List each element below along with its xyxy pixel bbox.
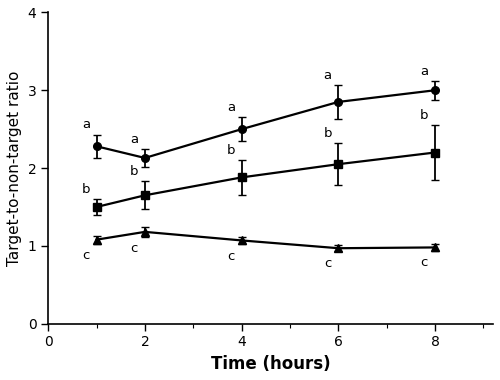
Text: c: c [228,250,234,263]
Text: b: b [420,109,428,122]
Text: c: c [324,257,332,270]
Text: a: a [420,65,428,78]
X-axis label: Time (hours): Time (hours) [211,355,330,373]
Y-axis label: Target-to-non-target ratio: Target-to-non-target ratio [7,70,22,266]
Text: c: c [130,242,138,255]
Text: a: a [324,69,332,82]
Text: b: b [82,183,90,196]
Text: b: b [130,165,138,178]
Text: a: a [82,119,90,131]
Text: c: c [82,249,90,262]
Text: a: a [130,133,138,146]
Text: a: a [227,101,235,114]
Text: b: b [324,127,332,140]
Text: c: c [420,256,428,269]
Text: b: b [226,144,235,157]
